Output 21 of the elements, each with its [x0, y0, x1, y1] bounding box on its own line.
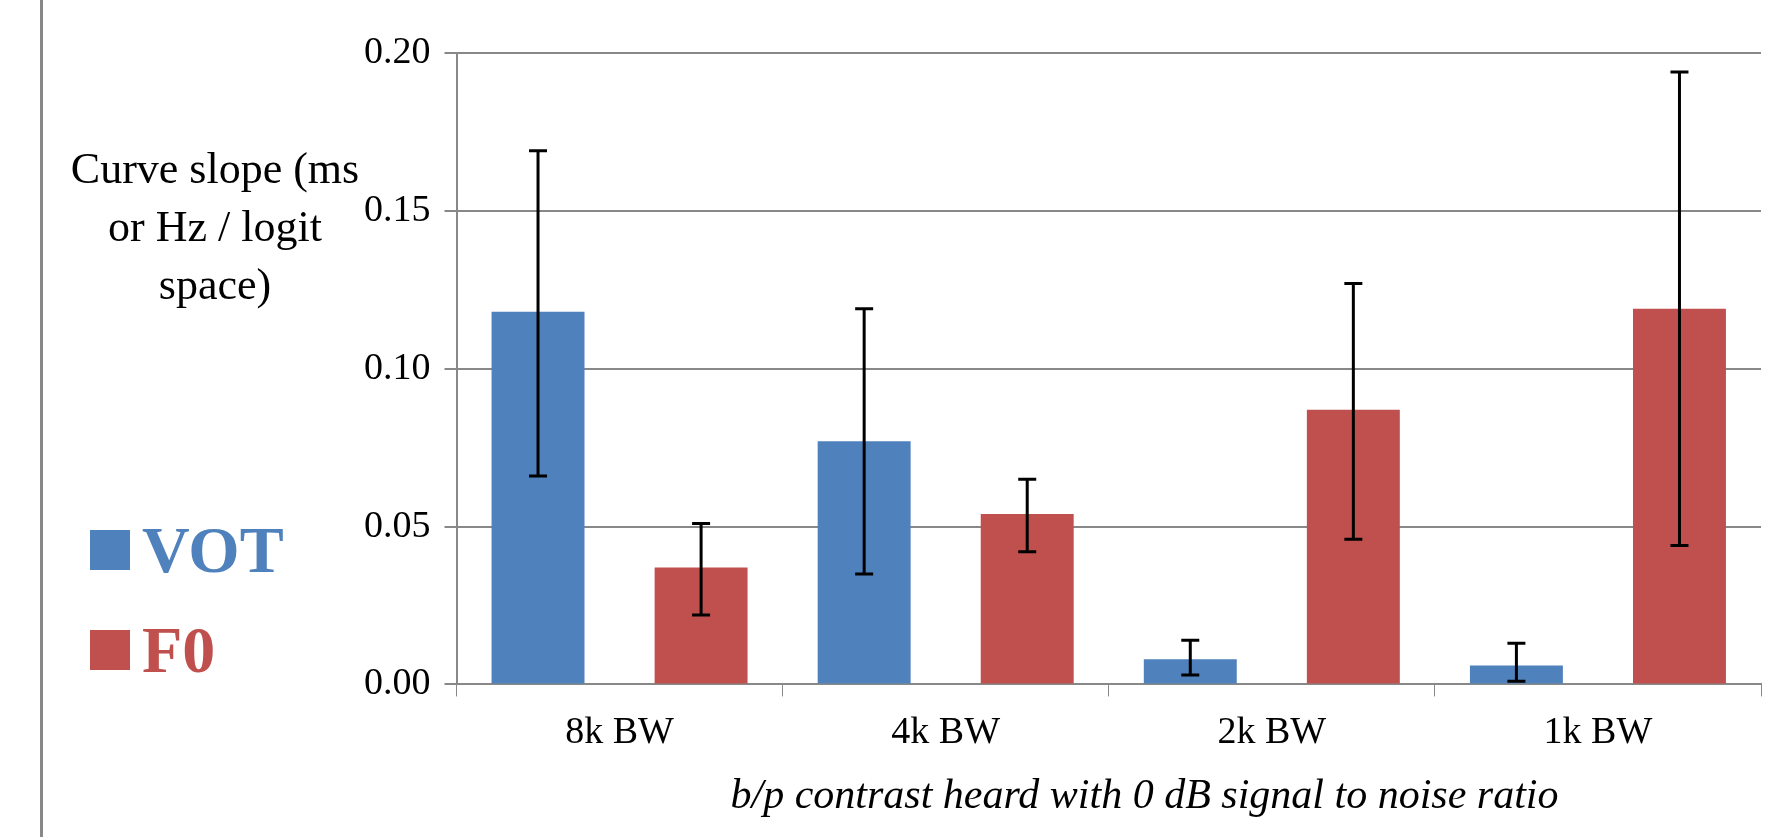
- x-tick-label: 4k BW: [891, 709, 1001, 752]
- y-tick-label: 0.10: [364, 344, 431, 387]
- bar: [1469, 665, 1563, 684]
- x-tick-label: 1k BW: [1543, 709, 1653, 752]
- x-tick-label: 2k BW: [1217, 709, 1327, 752]
- bar: [654, 567, 748, 684]
- y-axis-title: Curve slope (ms or Hz / logit space): [70, 144, 360, 309]
- y-tick-label: 0.00: [364, 660, 431, 703]
- bar: [491, 311, 585, 684]
- bar: [1306, 409, 1400, 684]
- bar: [817, 441, 911, 684]
- bar: [980, 513, 1074, 684]
- bar: [1633, 308, 1726, 684]
- y-tick-label: 0.05: [364, 502, 431, 545]
- y-tick-label: 0.20: [364, 28, 431, 71]
- legend-label: F0: [142, 612, 216, 688]
- x-tick-label: 8k BW: [565, 709, 675, 752]
- bar: [1143, 659, 1237, 684]
- y-tick-label: 0.15: [364, 186, 431, 229]
- legend-label: VOT: [142, 512, 284, 588]
- x-axis-title: b/p contrast heard with 0 dB signal to noise ratio: [729, 770, 1560, 818]
